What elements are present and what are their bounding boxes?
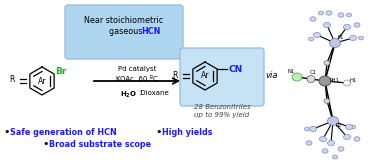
Ellipse shape (319, 76, 331, 86)
Text: 28 Benzonitriles: 28 Benzonitriles (194, 104, 250, 110)
Text: :Dioxane: :Dioxane (138, 90, 169, 96)
Text: P1: P1 (338, 35, 344, 40)
Ellipse shape (327, 117, 339, 126)
Ellipse shape (306, 141, 312, 145)
Text: •: • (42, 139, 48, 149)
Text: C1: C1 (310, 70, 317, 75)
FancyBboxPatch shape (180, 48, 264, 106)
Ellipse shape (308, 37, 313, 41)
Text: R: R (9, 75, 15, 84)
Ellipse shape (350, 125, 355, 129)
Ellipse shape (345, 124, 353, 130)
Ellipse shape (344, 80, 350, 86)
Ellipse shape (358, 36, 364, 40)
Text: CN: CN (228, 65, 242, 74)
Ellipse shape (338, 13, 344, 17)
Text: Safe generation of HCN: Safe generation of HCN (10, 128, 117, 137)
Text: High yields: High yields (162, 128, 212, 137)
Ellipse shape (319, 11, 324, 15)
Ellipse shape (324, 61, 330, 65)
Ellipse shape (327, 140, 335, 146)
Text: P2: P2 (335, 123, 341, 128)
Text: Pd catalyst: Pd catalyst (118, 66, 156, 72)
Text: •: • (3, 127, 9, 137)
Text: Br: Br (55, 67, 67, 75)
Ellipse shape (326, 11, 332, 15)
Ellipse shape (330, 38, 341, 47)
Ellipse shape (292, 73, 302, 81)
Text: Broad substrate scope: Broad substrate scope (49, 140, 151, 149)
FancyBboxPatch shape (65, 5, 183, 59)
Ellipse shape (305, 127, 310, 131)
Text: Pd1: Pd1 (330, 77, 340, 82)
Text: •: • (155, 127, 161, 137)
Ellipse shape (319, 136, 327, 142)
Text: KOAc, 60 ºC: KOAc, 60 ºC (116, 75, 158, 82)
Text: HCN: HCN (141, 27, 160, 36)
Ellipse shape (322, 149, 328, 153)
Ellipse shape (324, 22, 330, 28)
Ellipse shape (307, 75, 315, 82)
Ellipse shape (310, 17, 316, 21)
Text: Ar: Ar (38, 76, 46, 86)
Ellipse shape (333, 155, 338, 159)
Ellipse shape (313, 32, 321, 38)
Ellipse shape (350, 35, 356, 41)
Text: R: R (172, 71, 178, 80)
Text: N1: N1 (288, 69, 295, 74)
Ellipse shape (338, 147, 344, 151)
Ellipse shape (354, 137, 360, 141)
Ellipse shape (344, 24, 350, 30)
Ellipse shape (324, 99, 330, 103)
Ellipse shape (347, 13, 352, 17)
Text: up to 99% yield: up to 99% yield (194, 112, 249, 118)
Ellipse shape (354, 23, 360, 27)
Text: H1: H1 (350, 78, 357, 83)
Ellipse shape (310, 126, 316, 132)
Text: gaseous: gaseous (109, 27, 145, 36)
Text: Near stoichiometric: Near stoichiometric (84, 16, 164, 25)
Text: $\mathbf{H_2O}$: $\mathbf{H_2O}$ (120, 90, 137, 100)
Text: via: via (266, 72, 278, 81)
Ellipse shape (344, 134, 350, 140)
Text: Ar: Ar (201, 72, 209, 81)
